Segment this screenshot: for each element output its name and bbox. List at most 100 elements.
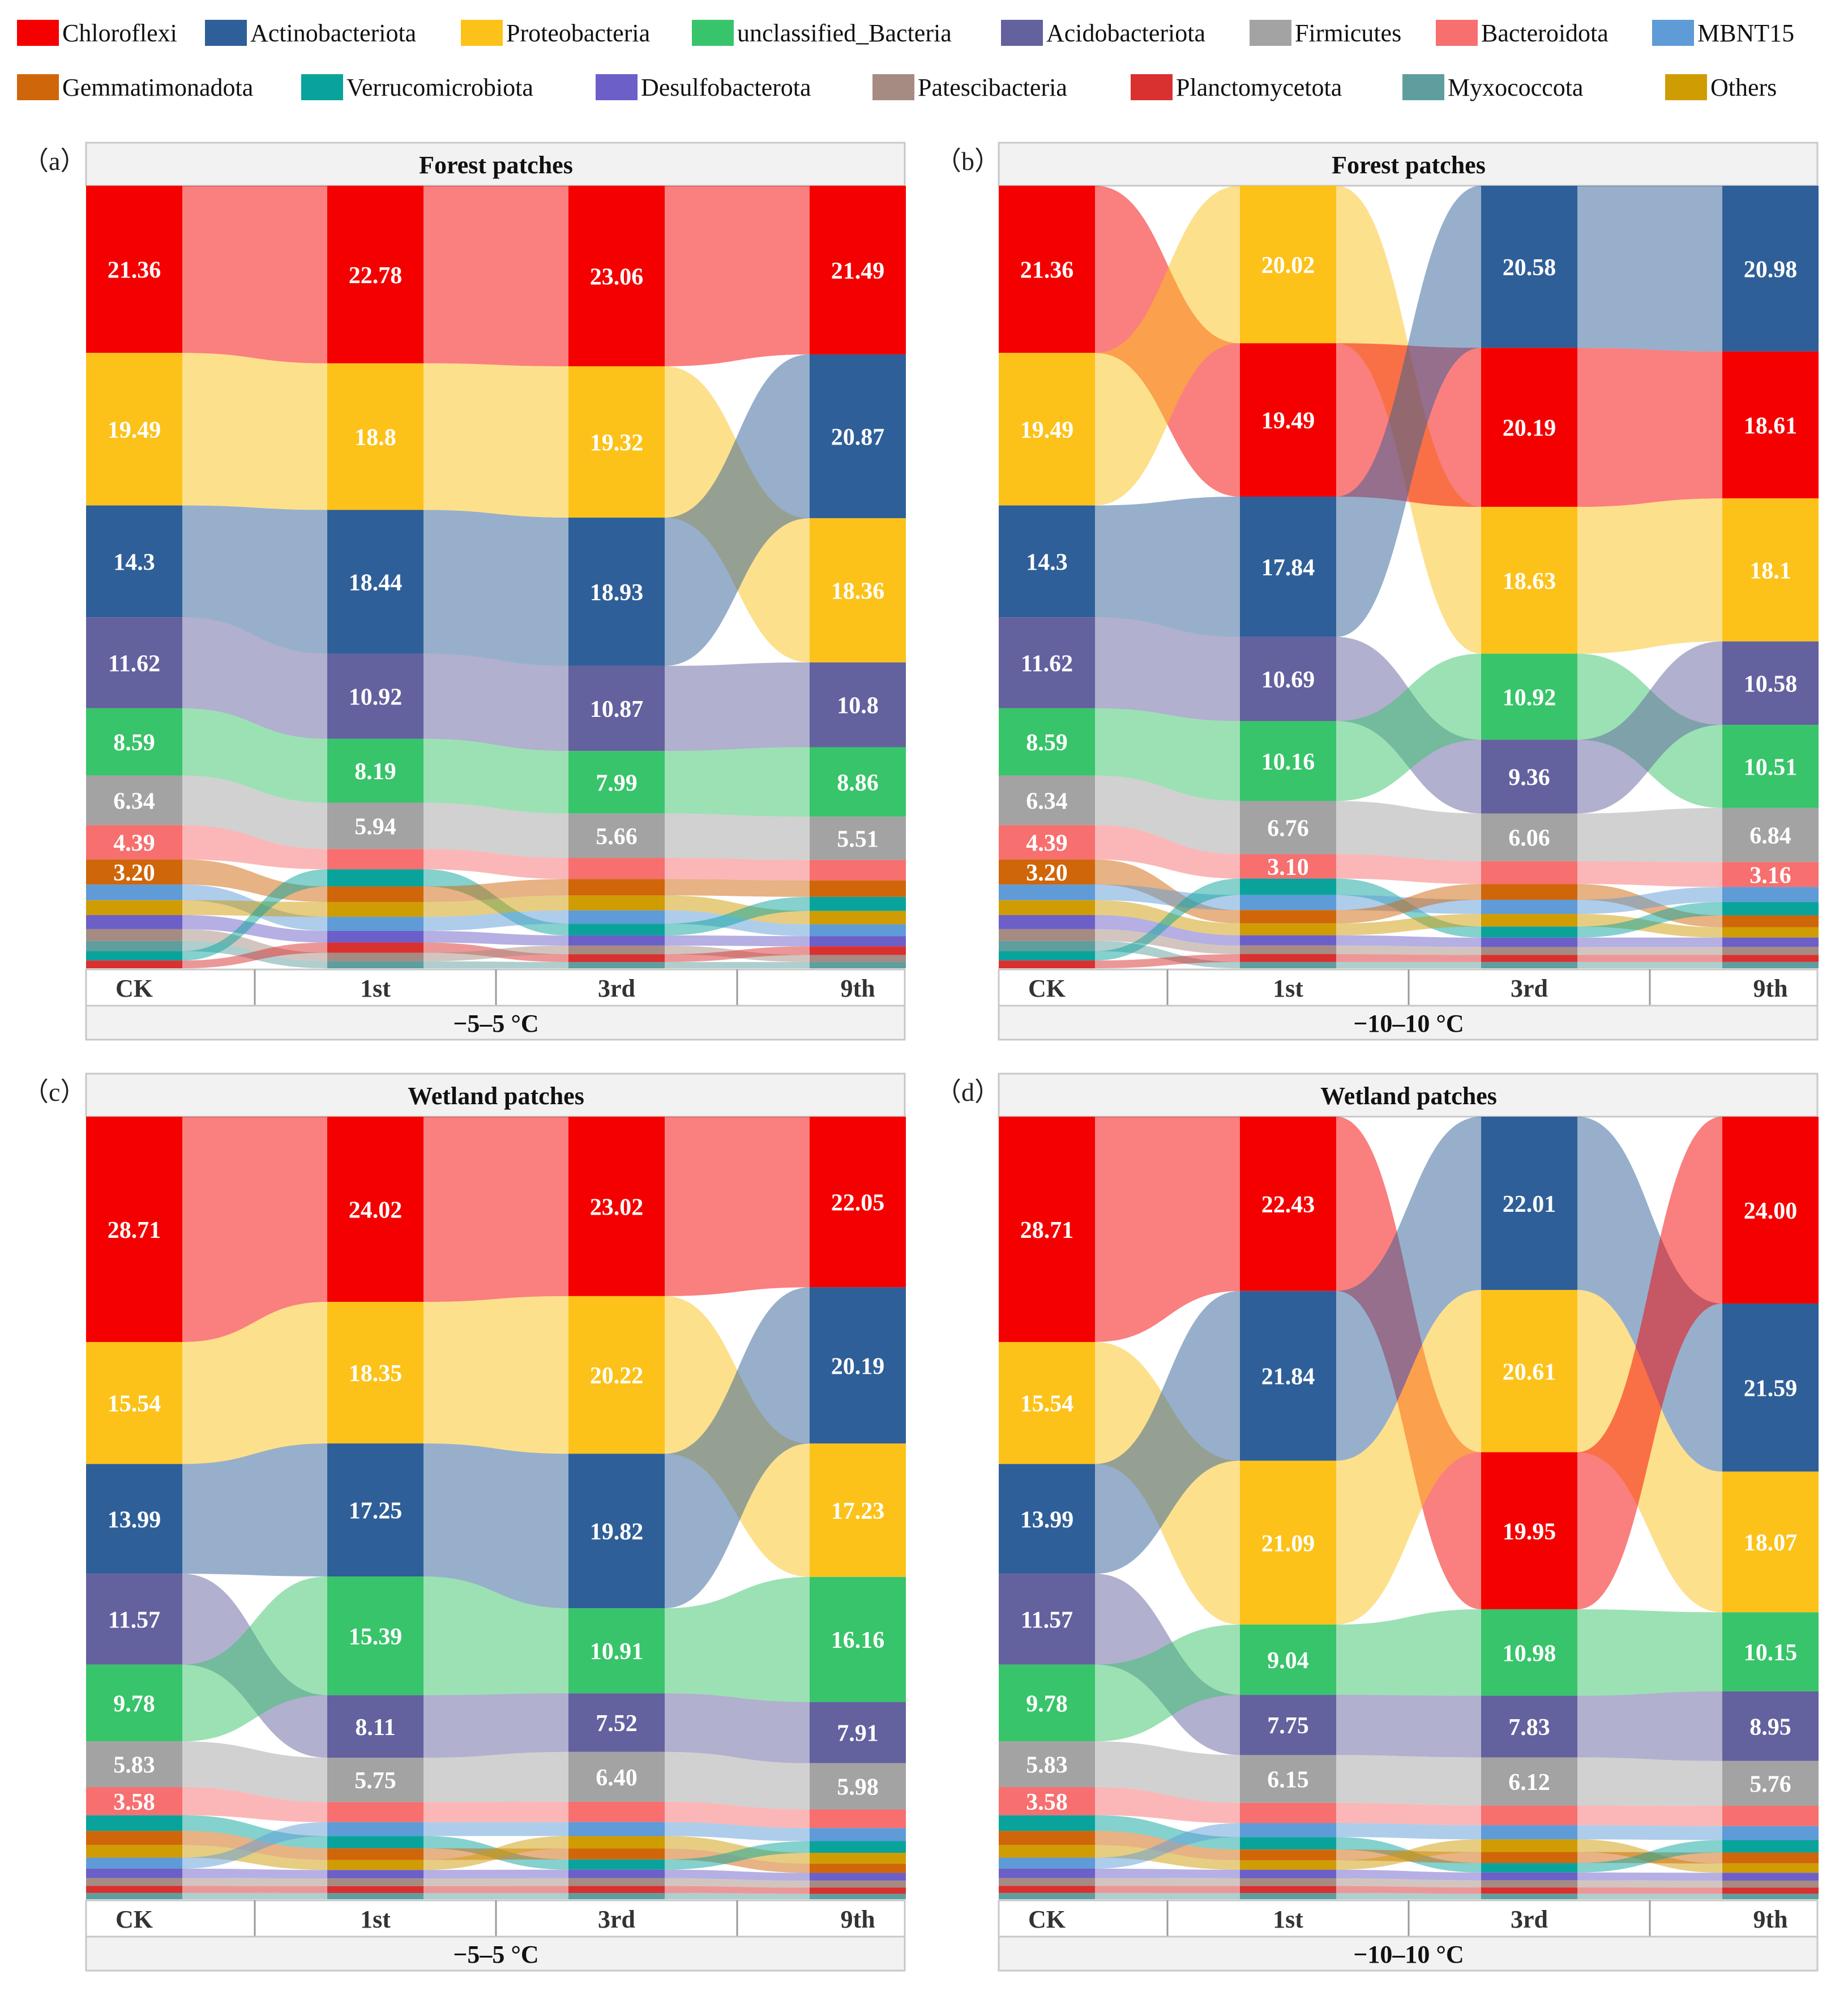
node-firmicutes [810,817,906,860]
node-unclassified-bacteria [568,1608,665,1694]
node-verrucomicrobiota [1240,1837,1336,1850]
node-firmicutes [568,1751,665,1802]
legend-label: Acidobacteriota [1046,19,1205,47]
legend-swatch [692,20,734,46]
node-verrucomicrobiota [1481,1863,1577,1873]
flow-actinobacteriota [182,1443,327,1577]
category-label: 9th [1753,975,1787,1002]
node-planctomycetota [999,1886,1095,1893]
category-label: 1st [1273,1905,1303,1933]
flow-mbnt15 [424,1822,568,1836]
flow-actinobacteriota [1095,496,1240,637]
flow-patescibacteria [1577,1880,1722,1888]
node-verrucomicrobiota [1722,1840,1819,1853]
node-bacteroidota [568,1801,665,1822]
flow-gemmatimonadota [424,879,568,902]
category-label: 9th [840,975,875,1002]
flow-planctomycetota [665,1886,810,1894]
node-others [86,1845,182,1858]
value-label: 15.54 [108,1391,161,1417]
flow-firmicutes [1095,775,1240,854]
node-mbnt15 [1722,1826,1819,1840]
node-patescibacteria [810,955,906,962]
flows [1095,1117,1722,1899]
node-proteobacteria [999,353,1095,506]
flow-gemmatimonadota [665,879,810,897]
node-gemmatimonadota [568,879,665,896]
value-label: 4.39 [1026,831,1068,857]
node-acidobacteriota [999,1574,1095,1665]
flow-chloroflexi [182,186,327,364]
node-desulfobacterota [327,930,424,943]
node-patescibacteria [999,1878,1095,1886]
node-planctomycetota [999,960,1095,968]
value-label: 18.07 [1744,1530,1798,1556]
value-label: 18.1 [1749,558,1791,584]
value-label: 23.06 [590,264,644,290]
flow-others [665,895,810,925]
flow-desulfobacterota [1336,1869,1481,1881]
legend-label: Bacteroidota [1481,19,1609,47]
value-label: 5.75 [354,1768,396,1794]
node-gemmatimonadota [810,1864,906,1873]
value-label: 8.95 [1749,1714,1791,1740]
flow-desulfobacterota [1577,937,1722,947]
flow-chloroflexi [182,1117,327,1342]
flow-unclassified-bacteria [665,1576,810,1702]
legend-label: unclassified_Bacteria [737,19,952,47]
node-chloroflexi [568,1117,665,1296]
legend-swatch [1652,20,1694,46]
flow-actinobacteriota [182,505,327,654]
flow-firmicutes [665,813,810,860]
node-unclassified-bacteria [1722,725,1819,808]
value-label: 18.44 [349,570,403,596]
node-acidobacteriota [568,665,665,751]
flow-mbnt15 [665,1822,810,1841]
flow-patescibacteria [1095,1878,1240,1886]
value-label: 9.36 [1508,764,1550,791]
category-label: CK [1028,975,1066,1002]
value-label: 11.57 [108,1607,160,1633]
node-firmicutes [327,1758,424,1802]
node-gemmatimonadota [1240,910,1336,924]
node-proteobacteria [1722,1471,1819,1613]
panel-c: （c） Wetland patches 28.71 15.54 13.99 11.57 9.… [23,1071,906,1975]
node-patescibacteria [1481,1880,1577,1888]
flow-planctomycetota [1577,1887,1722,1894]
node-planctomycetota [568,1886,665,1893]
node-gemmatimonadota [327,886,424,902]
flow-bacteroidota [424,849,568,879]
value-label: 18.63 [1503,569,1556,595]
value-label: 21.49 [831,258,885,284]
node-planctomycetota [1240,954,1336,962]
node-planctomycetota [1722,955,1819,962]
node-patescibacteria [1722,1881,1819,1888]
legend-swatch [1131,74,1173,100]
node-firmicutes [999,775,1095,826]
node-verrucomicrobiota [86,951,182,961]
node-actinobacteriota [86,1464,182,1574]
node-verrucomicrobiota [810,1841,906,1853]
node-chloroflexi [86,1117,182,1342]
node-desulfobacterota [1481,937,1577,947]
legend-label: Actinobacteriota [250,19,417,47]
node-mbnt15 [327,917,424,931]
node-acidobacteriota [1722,641,1819,725]
value-label: 20.22 [590,1363,644,1389]
node-desulfobacterota [86,915,182,929]
node-chloroflexi [327,186,424,364]
panel-b: （b） Forest patches 21.36 19.49 14.3 11.62 8.59… [935,140,1819,1044]
flow-bacteroidota [1336,854,1481,885]
flow-verrucomicrobiota [1095,878,1240,961]
value-label: 3.16 [1749,862,1791,888]
node-desulfobacterota [568,1869,665,1878]
flow-myxococcota [1336,962,1481,968]
node-bacteroidota [1722,862,1819,887]
node-mbnt15 [999,1857,1095,1869]
flow-planctomycetota [1095,1886,1240,1894]
flow-planctomycetota [182,942,327,968]
flow-acidobacteriota [665,662,810,751]
node-unclassified-bacteria [1481,1609,1577,1696]
node-chloroflexi [1481,348,1577,507]
value-label: 10.91 [590,1639,644,1665]
